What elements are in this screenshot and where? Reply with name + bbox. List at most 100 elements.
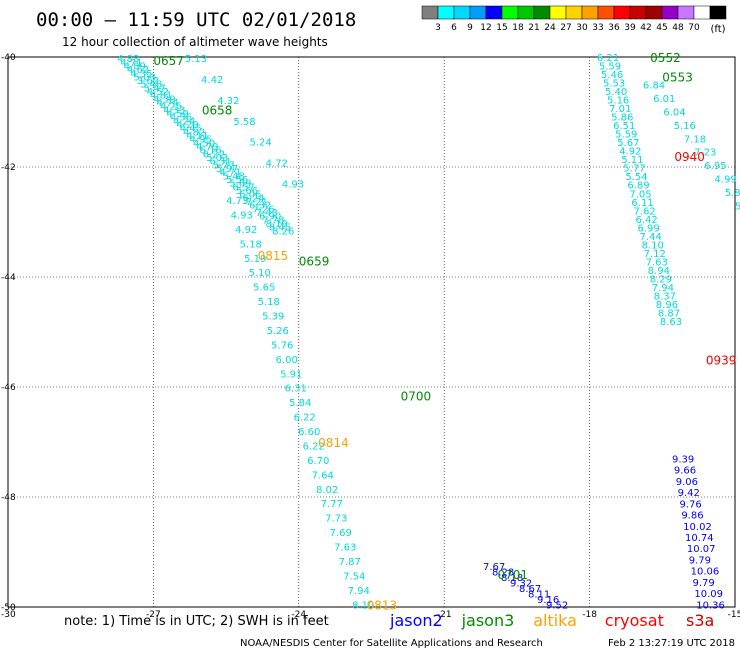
pass-time-label: 0552	[650, 51, 681, 65]
wave-height-point: 5.67	[617, 138, 639, 149]
wave-height-point: 6.60	[298, 427, 320, 438]
wave-height-point: 8.19	[266, 219, 288, 230]
pass-time-label: 0815	[258, 249, 289, 263]
wave-height-point: 7.01	[609, 104, 631, 115]
wave-height-point: 6.89	[627, 181, 649, 192]
pass-time-label: 0701	[498, 568, 529, 582]
wave-height-point: 7.26	[252, 204, 274, 215]
wave-height-point: 6.00	[276, 355, 298, 366]
wave-height-point: 7.44	[640, 232, 662, 243]
footer-credit: NOAA/NESDIS Center for Satellite Applica…	[240, 638, 543, 649]
wave-height-point: 9.66	[674, 466, 696, 477]
wave-height-point: 9.79	[692, 578, 714, 589]
colorbar-swatch	[709, 5, 727, 20]
wave-height-point: 6.31	[209, 157, 231, 168]
wave-height-point: 5.10	[249, 268, 271, 279]
footer-timestamp: Feb 2 13:27:19 UTC 2018	[608, 638, 735, 649]
wave-height-point: 7.87	[339, 557, 361, 568]
colorbar-tick-label: 18	[512, 23, 524, 33]
wave-height-point: 6.90	[259, 212, 281, 223]
y-tick-label: -40	[1, 53, 16, 63]
wave-height-point: 5.66	[236, 186, 258, 197]
wave-height-point: 7.94	[652, 283, 674, 294]
colorbar-tick-label: 12	[480, 23, 491, 33]
wave-height-point: 5.47	[143, 83, 165, 94]
wave-height-point: 8.96	[656, 300, 678, 311]
wave-height-point: 4.93	[231, 210, 253, 221]
wave-height-point: 7.05	[629, 189, 651, 200]
wave-height-point: 7.21	[246, 197, 268, 208]
colorbar-swatch	[533, 5, 551, 20]
wave-height-point: 6.22	[203, 149, 225, 160]
wave-height-point: 6.04	[663, 107, 685, 118]
wave-height-point: 5.39	[262, 312, 284, 323]
colorbar-swatch	[645, 5, 663, 20]
colorbar-swatch	[549, 5, 567, 20]
wave-height-point: 4.92	[619, 147, 641, 158]
colorbar-swatch	[501, 5, 519, 20]
wave-height-point: 4.62	[127, 65, 149, 76]
wave-height-point: 6.42	[635, 215, 657, 226]
wave-height-point: 4.32	[217, 96, 239, 107]
wave-height-point: 5.11	[621, 155, 643, 166]
wave-height-point: 4.83	[117, 54, 139, 65]
wave-height-point: 8.28	[492, 567, 514, 578]
wave-height-point: 5.86	[611, 113, 633, 124]
wave-height-point: 8.63	[660, 317, 682, 328]
wave-height-point: 4.79	[196, 142, 218, 153]
colorbar-swatch	[677, 5, 695, 20]
wave-height-point: 9.79	[689, 555, 711, 566]
colorbar-swatch	[437, 5, 455, 20]
wave-height-point: 9.06	[676, 477, 698, 488]
wave-height-point: 7.94	[348, 586, 370, 597]
wave-height-point: 6.31	[285, 384, 307, 395]
wave-height-point: 7.63	[646, 257, 668, 268]
colorbar-swatch	[629, 5, 647, 20]
wave-height-point: 7.63	[334, 543, 356, 554]
wave-height-point: 6.95	[704, 161, 726, 172]
colorbar-unit: (ft)	[710, 24, 725, 35]
colorbar-swatch	[581, 5, 599, 20]
wave-height-point: 4.42	[201, 75, 223, 86]
pass-time-label: 0814	[318, 436, 349, 450]
wave-height-point: 6.99	[638, 223, 660, 234]
wave-height-point: 5.26	[267, 326, 289, 337]
wave-height-point: 5.91	[280, 369, 302, 380]
wave-height-point: 6.24	[242, 193, 264, 204]
colorbar-swatch	[517, 5, 535, 20]
wave-height-point: 4.45	[180, 124, 202, 135]
pass-time-label: 0940	[674, 150, 705, 164]
colorbar-swatch	[485, 5, 503, 20]
x-tick-label: -30	[1, 610, 16, 620]
colorbar-swatch	[693, 5, 711, 20]
wave-height-point: 5.03	[134, 72, 156, 83]
wave-height-point: 4.74	[157, 98, 179, 109]
wave-height-point: 5.77	[213, 160, 235, 171]
wave-height-point: 10.09	[694, 589, 723, 600]
wave-height-point: 9.32	[510, 578, 532, 589]
pass-time-label: 0657	[153, 54, 184, 68]
wave-height-point: 5.19	[244, 254, 266, 265]
wave-height-point: 9.86	[681, 511, 703, 522]
y-tick-label: -44	[1, 273, 16, 283]
wave-height-point: 4.71	[120, 58, 142, 69]
satellite-tracks: 4.834.714.894.624.355.033.625.485.474.52…	[117, 53, 740, 611]
wave-height-point: 5.16	[607, 96, 629, 107]
x-tick-label: -15	[728, 610, 740, 620]
wave-height-point: 4.89	[124, 61, 146, 72]
pass-time-label: 0659	[299, 255, 330, 269]
wave-height-point: 7.18	[684, 134, 706, 145]
x-tick-label: -24	[291, 610, 306, 620]
wave-height-point: 4.93	[282, 180, 304, 191]
wave-height-point: 5.18	[258, 297, 280, 308]
y-tick-label: -46	[1, 383, 16, 393]
wave-height-point: 4.11	[186, 131, 208, 142]
wave-height-point: 7.12	[644, 249, 666, 260]
wave-height-point: 7.64	[312, 470, 334, 481]
wave-height-point: 6.16	[200, 146, 222, 157]
wave-height-point: 6.57	[233, 182, 255, 193]
colorbar-tick-label: 36	[608, 23, 620, 33]
wave-height-point: 8.11	[528, 589, 550, 600]
wave-height-point: 6.06	[239, 190, 261, 201]
